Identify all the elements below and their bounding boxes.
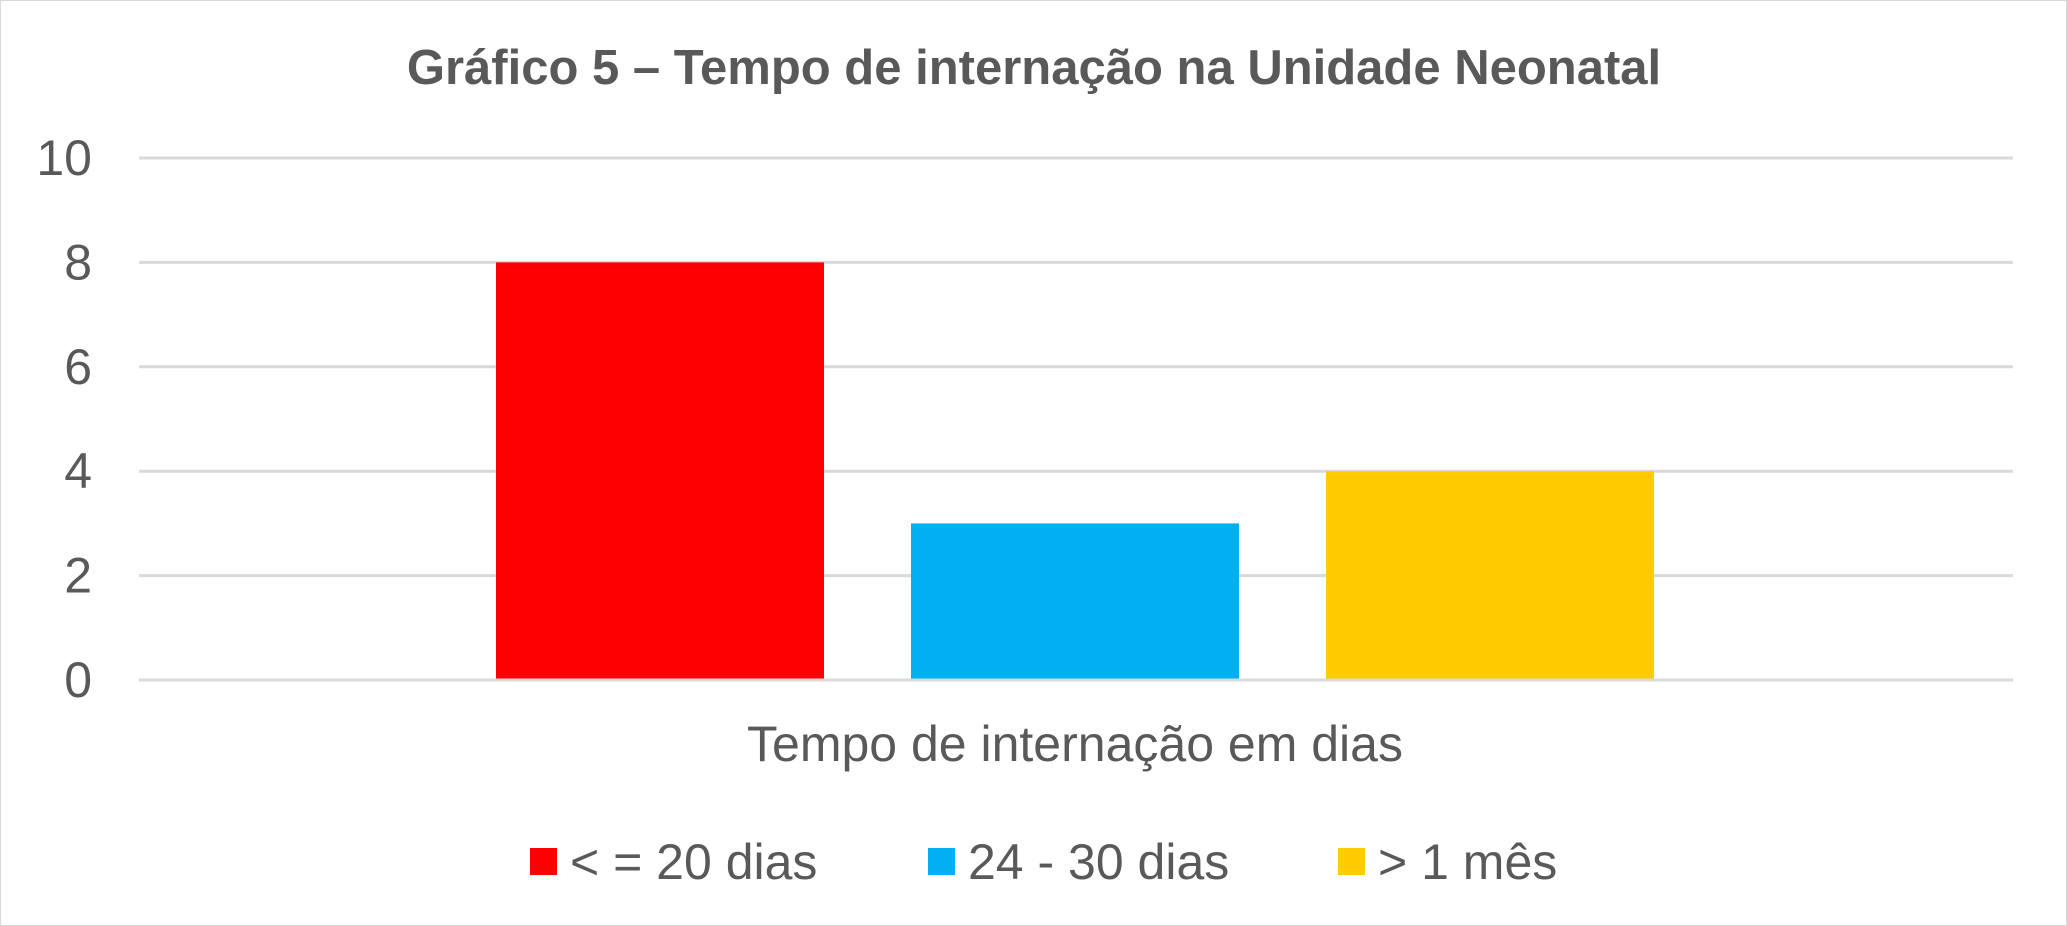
legend-swatch-1 [530,848,557,875]
y-tick-label: 0 [64,652,92,708]
x-axis-title: Tempo de internação em dias [747,716,1403,772]
legend-swatch-2 [928,848,955,875]
y-tick-label: 6 [64,339,92,395]
bar-1 [496,262,824,680]
y-axis-ticks: 0 2 4 6 8 10 [36,130,92,708]
y-tick-label: 4 [64,443,92,499]
bars [139,262,2013,682]
bar-2 [911,523,1239,680]
bar-3 [1326,471,1654,680]
legend-label-1: < = 20 dias [570,834,817,890]
legend-label-2: 24 - 30 dias [968,834,1229,890]
y-tick-label: 8 [64,234,92,290]
legend-label-3: > 1 mês [1378,834,1557,890]
y-tick-label: 10 [36,130,92,186]
legend-swatch-3 [1338,848,1365,875]
chart-title: Gráfico 5 – Tempo de internação na Unida… [407,41,1661,95]
y-tick-label: 2 [64,548,92,604]
legend: < = 20 dias 24 - 30 dias > 1 mês [530,834,1557,890]
